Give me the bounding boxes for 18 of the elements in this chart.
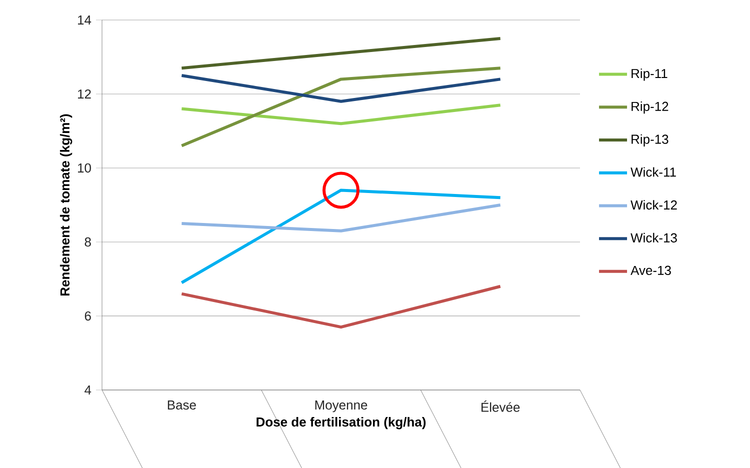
legend-label: Wick-11 (630, 167, 676, 177)
x-tick-label: Élevée (482, 400, 520, 412)
legend-label: Rip-11 (632, 68, 668, 81)
legend-label: Rip-13 (632, 134, 668, 146)
y-tick-label: 6 (84, 311, 91, 321)
y-axis-title: Rendement de tomate (kg/m²) (60, 114, 72, 296)
y-tick-label: 4 (84, 386, 92, 394)
legend-label: Wick-13 (630, 232, 677, 242)
y-tick-label: 14 (78, 16, 92, 24)
legend-label: Rip-12 (632, 101, 668, 114)
legend-label: Ave-13 (630, 266, 671, 276)
y-tick-label: 12 (78, 89, 91, 99)
x-tick-label: Base (168, 400, 196, 410)
x-axis-title: Dose de fertilisation (kg/ha) (256, 417, 426, 430)
y-tick-label: 10 (78, 163, 91, 173)
legend-label: Wick-12 (630, 200, 677, 210)
y-tick-label: 8 (84, 237, 91, 247)
x-tick-label: Moyenne (315, 400, 368, 412)
